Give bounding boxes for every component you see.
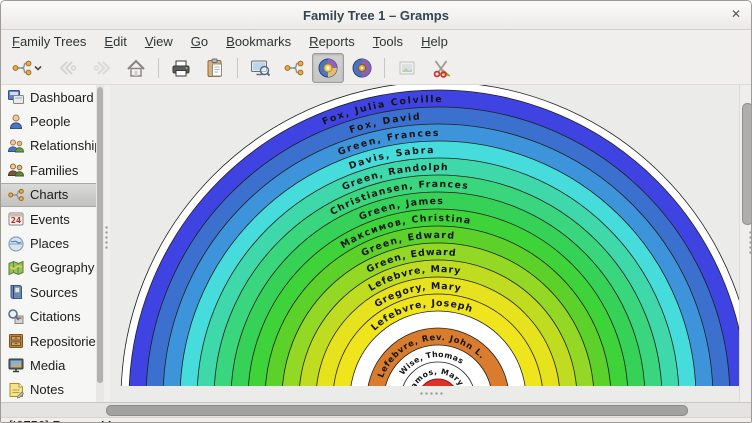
- events-icon: 24: [7, 210, 25, 228]
- sidebar-item-label: Geography: [30, 260, 95, 276]
- back-icon: [57, 57, 79, 79]
- configure-view-button[interactable]: [244, 53, 276, 83]
- sidebar-item-label: Dashboard: [30, 89, 94, 105]
- descendant-fan-view-button[interactable]: [346, 53, 378, 83]
- sidebar-item-label: Charts: [30, 187, 69, 203]
- menu-help[interactable]: Help: [421, 33, 448, 49]
- pedigree-icon: [283, 57, 305, 79]
- notes-icon: [7, 381, 25, 399]
- menu-tools[interactable]: Tools: [372, 33, 404, 49]
- main-area: Dashboard People Relationships Families Char…: [1, 84, 751, 403]
- right-splitter-grip[interactable]: [749, 230, 751, 254]
- vertical-scrollbar[interactable]: [739, 85, 751, 403]
- fanchart-icon: [317, 57, 339, 79]
- sidebar-item-label: Notes: [30, 382, 64, 398]
- view-config-icon: [249, 57, 271, 79]
- bottombar-grip[interactable]: [419, 392, 443, 395]
- scissors-icon: [430, 57, 452, 79]
- sidebar-item-label: Places: [30, 236, 70, 252]
- sidebar-item-label: Events: [30, 211, 70, 227]
- print-button[interactable]: [165, 53, 197, 83]
- clipboard-icon: [204, 57, 226, 79]
- relationships-icon: [7, 137, 25, 155]
- view-switcher-button[interactable]: [6, 53, 50, 83]
- window-title: Family Tree 1 – Gramps: [303, 7, 449, 23]
- sidebar-item-label: Relationships: [30, 138, 96, 154]
- repositories-icon: [7, 332, 25, 350]
- pedigree-icon: [11, 57, 33, 79]
- menu-go[interactable]: Go: [190, 33, 209, 49]
- citations-icon: [7, 308, 25, 326]
- sources-icon: [7, 283, 25, 301]
- sidebar-item-dashboard[interactable]: Dashboard: [1, 85, 96, 109]
- people-icon: [7, 113, 25, 131]
- media-icon: [7, 356, 25, 374]
- menu-reports[interactable]: Reports: [309, 33, 355, 49]
- toolbar: [1, 52, 751, 84]
- category-sidebar: Dashboard People Relationships Families Char…: [1, 85, 96, 403]
- pedigree-view-button[interactable]: [278, 53, 310, 83]
- sidebar-scrollbar-thumb[interactable]: [97, 87, 103, 383]
- sidebar-scrollbar[interactable]: [96, 85, 104, 403]
- sidebar-item-notes[interactable]: Notes: [1, 378, 96, 402]
- sidebar-item-relationships[interactable]: Relationships: [1, 134, 96, 158]
- dashboard-icon: [7, 88, 25, 106]
- sidebar-item-families[interactable]: Families: [1, 158, 96, 182]
- sidebar-item-charts[interactable]: Charts: [1, 182, 96, 207]
- horizontal-scrollbar-thumb[interactable]: [106, 405, 688, 417]
- home-button[interactable]: [120, 53, 152, 83]
- forward-button[interactable]: [86, 53, 118, 83]
- forward-icon: [91, 57, 113, 79]
- families-icon: [7, 161, 25, 179]
- sidebar-item-label: Citations: [30, 309, 81, 325]
- sidebar-item-people[interactable]: People: [1, 109, 96, 133]
- toolbar-separator: [237, 58, 238, 78]
- sidebar-item-places[interactable]: Places: [1, 231, 96, 255]
- sidebar-item-repositories[interactable]: Repositories: [1, 329, 96, 353]
- sidebar-item-sources[interactable]: Sources: [1, 280, 96, 304]
- fan-chart-view-button[interactable]: [312, 53, 344, 83]
- fanchart-desc-icon: [351, 57, 373, 79]
- menu-bookmarks[interactable]: Bookmarks: [226, 33, 292, 49]
- sidebar-item-events[interactable]: 24 Events: [1, 207, 96, 231]
- status-text: [I0756] Ramos, Mary: [9, 418, 130, 422]
- close-icon[interactable]: ✕: [730, 7, 741, 21]
- sidebar-item-geography[interactable]: Geography: [1, 256, 96, 280]
- sidebar-item-media[interactable]: Media: [1, 353, 96, 377]
- splitter-grip[interactable]: [105, 225, 108, 249]
- menu-family-trees[interactable]: Family Trees: [12, 33, 87, 49]
- sidebar-item-label: Sources: [30, 284, 78, 300]
- statusbar: [I0756] Ramos, Mary: [1, 417, 751, 422]
- print-icon: [170, 57, 192, 79]
- sidebar-item-label: Media: [30, 357, 66, 373]
- pane-splitter[interactable]: [104, 85, 110, 403]
- back-button[interactable]: [52, 53, 84, 83]
- menu-edit[interactable]: Edit: [104, 33, 127, 49]
- screenshot-button[interactable]: [425, 53, 457, 83]
- toolbar-separator: [384, 58, 385, 78]
- sidebar-item-label: Families: [30, 162, 79, 178]
- menubar: Family Trees Edit View Go Bookmarks Reports To…: [1, 30, 751, 52]
- sidebar-item-label: Repositories: [30, 333, 96, 349]
- media-image-button[interactable]: [391, 53, 423, 83]
- geography-icon: [7, 259, 25, 277]
- menu-view[interactable]: View: [144, 33, 173, 49]
- places-icon: [7, 235, 25, 253]
- home-icon: [125, 57, 147, 79]
- sidebar-item-label: People: [30, 114, 71, 130]
- vertical-scrollbar-thumb[interactable]: [742, 103, 751, 225]
- image-icon: [396, 57, 418, 79]
- svg-text:24: 24: [11, 216, 21, 225]
- charts-icon: [7, 186, 25, 204]
- toolbar-separator: [158, 58, 159, 78]
- clipboard-button[interactable]: [199, 53, 231, 83]
- titlebar[interactable]: Family Tree 1 – Gramps ✕: [1, 1, 751, 30]
- horizontal-scrollbar[interactable]: [1, 402, 751, 418]
- chevron-down-icon[interactable]: [33, 57, 45, 79]
- sidebar-item-citations[interactable]: Citations: [1, 305, 96, 329]
